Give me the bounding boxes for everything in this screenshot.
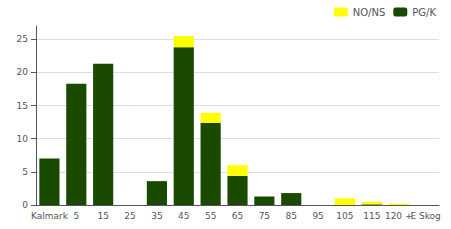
svg-text:25: 25 xyxy=(124,211,135,221)
svg-text:115: 115 xyxy=(363,211,380,221)
svg-text:65: 65 xyxy=(232,211,243,221)
svg-text:15: 15 xyxy=(17,101,28,111)
svg-text:105: 105 xyxy=(336,211,353,221)
svg-text:45: 45 xyxy=(178,211,189,221)
svg-text:15: 15 xyxy=(97,211,108,221)
svg-text:55: 55 xyxy=(205,211,216,221)
svg-text:25: 25 xyxy=(17,34,28,44)
svg-text:Kalmark: Kalmark xyxy=(31,211,69,221)
svg-text:35: 35 xyxy=(151,211,162,221)
svg-text:0: 0 xyxy=(22,200,28,210)
svg-text:E Skog: E Skog xyxy=(410,211,440,221)
svg-text:PG/K: PG/K xyxy=(412,7,436,18)
svg-text:85: 85 xyxy=(286,211,297,221)
svg-text:10: 10 xyxy=(17,134,29,144)
svg-text:5: 5 xyxy=(22,167,28,177)
svg-text:75: 75 xyxy=(259,211,270,221)
svg-text:5: 5 xyxy=(73,211,79,221)
svg-text:95: 95 xyxy=(312,211,323,221)
svg-text:120 +: 120 + xyxy=(385,211,413,221)
svg-text:20: 20 xyxy=(17,67,29,77)
svg-text:NO/NS: NO/NS xyxy=(353,7,386,18)
